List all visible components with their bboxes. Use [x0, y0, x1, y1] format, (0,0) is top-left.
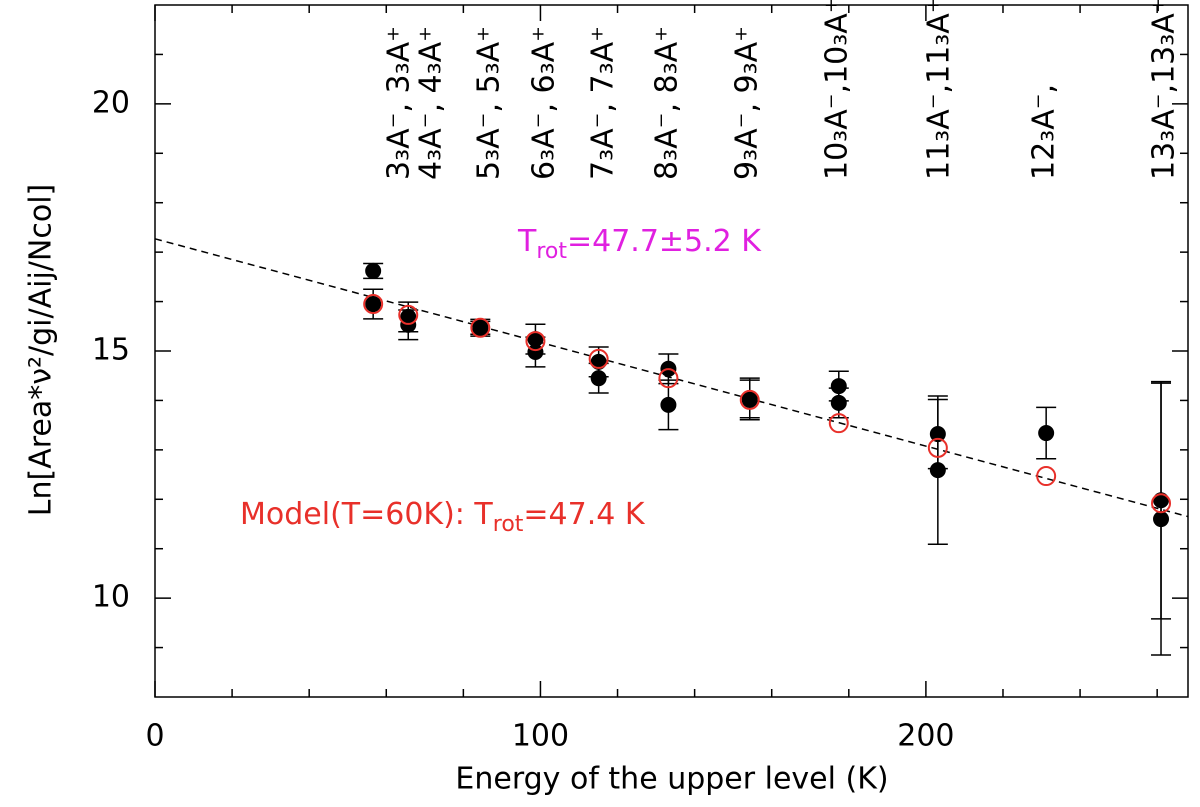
fit-line — [154, 238, 1189, 518]
data-point — [929, 462, 946, 479]
data-point — [830, 394, 847, 411]
data-point — [660, 396, 677, 413]
transition-label: 8₃A⁻, 8₃A⁺ — [650, 26, 685, 180]
model-point — [363, 294, 384, 315]
model-point — [1151, 493, 1172, 514]
model-point — [588, 348, 609, 369]
annotation-part: rot — [493, 512, 524, 537]
x-tick-label: 0 — [145, 719, 164, 754]
data-point — [527, 343, 544, 360]
transition-label: 11₃A⁻,11₃A⁺ — [922, 0, 957, 180]
data-point — [741, 391, 758, 408]
transition-label: 9₃A⁻, 9₃A⁺ — [730, 26, 765, 180]
data-point — [365, 296, 382, 313]
annotation-part: T — [517, 224, 537, 259]
data-point — [365, 262, 382, 279]
data-point — [1153, 511, 1170, 528]
transition-label: 7₃A⁻, 7₃A⁺ — [586, 26, 621, 180]
model-point — [398, 304, 419, 325]
data-point — [1038, 425, 1055, 442]
transition-label: 13₃A⁻,13₃A⁺ — [1147, 0, 1182, 180]
annotation-part: =47.7±5.2 K — [567, 224, 762, 259]
x-tick-label: 100 — [512, 719, 569, 754]
annotation-part: =47.4 K — [523, 497, 645, 532]
annotation: Trot=47.7±5.2 K — [517, 224, 762, 265]
model-point — [828, 413, 849, 434]
annotation: Model(T=60K): Trot=47.4 K — [240, 497, 646, 538]
model-point — [1036, 466, 1057, 487]
model-point — [525, 331, 546, 352]
y-tick-label: 10 — [92, 580, 130, 615]
model-point — [658, 368, 679, 389]
transition-label: 5₃A⁻, 5₃A⁺ — [472, 26, 507, 180]
transition-label: 3₃A⁻, 3₃A⁺ — [382, 26, 417, 180]
model-point — [470, 317, 491, 338]
annotation-part: rot — [536, 239, 567, 264]
x-axis-label: Energy of the upper level (K) — [455, 762, 888, 797]
transition-label: 4₃A⁻, 4₃A⁺ — [414, 26, 449, 180]
transition-label: 6₃A⁻, 6₃A⁺ — [527, 26, 562, 180]
model-point — [739, 389, 760, 410]
y-tick-label: 20 — [92, 85, 130, 120]
data-point — [830, 378, 847, 395]
data-point — [472, 320, 489, 337]
x-tick-label: 200 — [897, 719, 954, 754]
y-tick-label: 15 — [92, 333, 130, 368]
y-axis-label: Ln[Area*ν²/gi/Aij/Ncol] — [24, 184, 59, 516]
data-point — [590, 370, 607, 387]
annotation-part: Model(T=60K): T — [240, 497, 493, 532]
transition-label: 10₃A⁻,10₃A⁺ — [820, 0, 855, 180]
model-point — [927, 437, 948, 458]
transition-label: 12₃A⁻, — [1027, 84, 1062, 180]
